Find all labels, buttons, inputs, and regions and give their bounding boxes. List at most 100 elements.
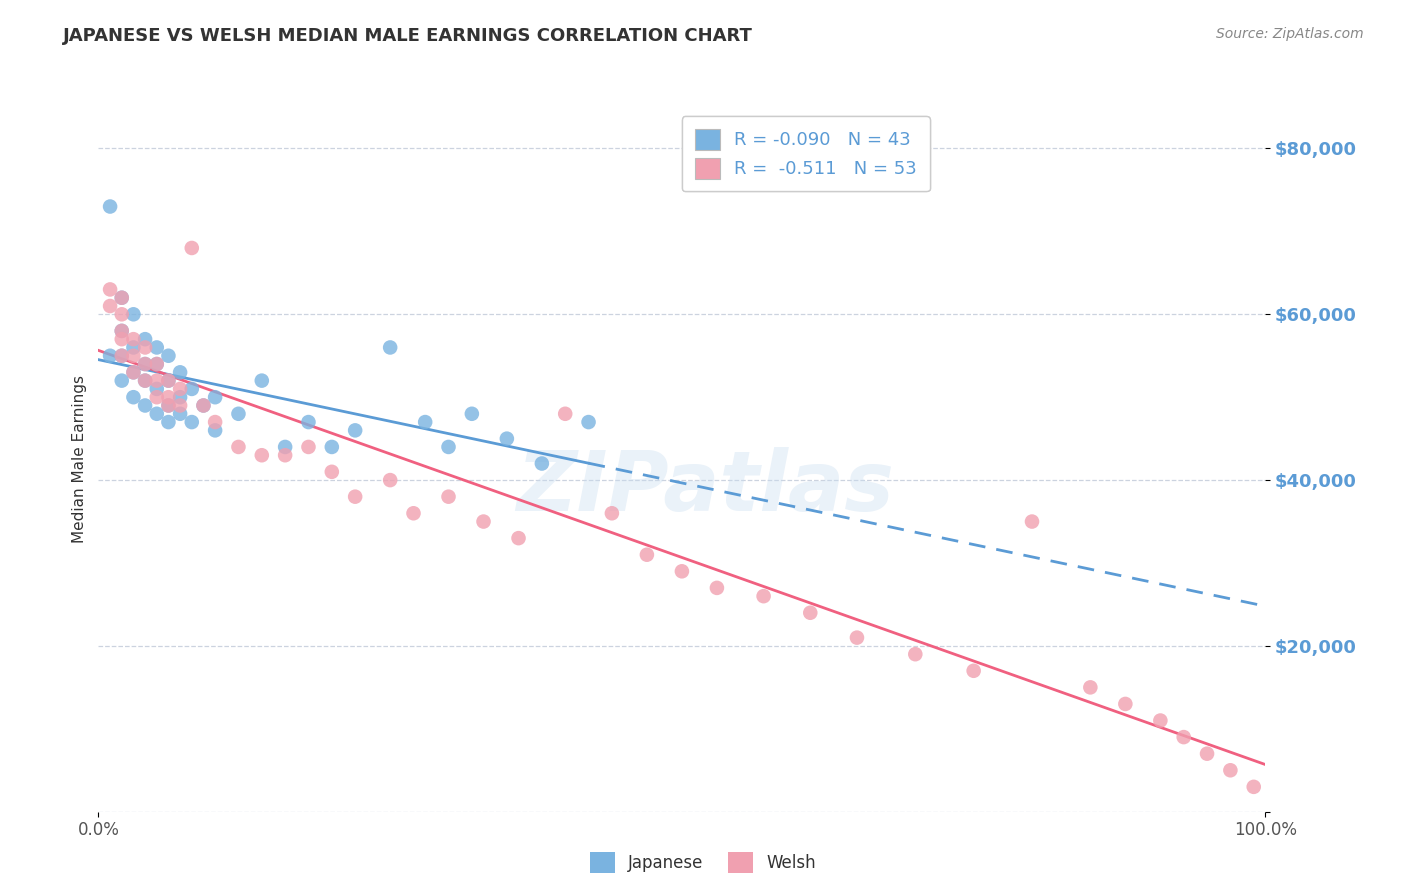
- Point: [122, 365, 145, 379]
- Point: [111, 349, 134, 363]
- Point: [169, 407, 191, 421]
- Point: [146, 357, 169, 371]
- Text: ZIPatlas: ZIPatlas: [516, 447, 894, 528]
- Point: [228, 407, 250, 421]
- Point: [321, 440, 343, 454]
- Point: [134, 357, 156, 371]
- Point: [1114, 697, 1136, 711]
- Point: [146, 341, 169, 355]
- Point: [122, 341, 145, 355]
- Point: [98, 349, 121, 363]
- Point: [344, 423, 367, 437]
- Point: [169, 390, 191, 404]
- Point: [134, 341, 156, 355]
- Point: [204, 390, 226, 404]
- Point: [1219, 764, 1241, 778]
- Point: [274, 440, 297, 454]
- Point: [122, 390, 145, 404]
- Point: [472, 515, 495, 529]
- Point: [204, 415, 226, 429]
- Point: [193, 399, 215, 413]
- Point: [169, 399, 191, 413]
- Point: [1021, 515, 1043, 529]
- Point: [600, 506, 623, 520]
- Point: [169, 382, 191, 396]
- Point: [344, 490, 367, 504]
- Point: [204, 423, 226, 437]
- Point: [321, 465, 343, 479]
- Point: [413, 415, 436, 429]
- Point: [134, 374, 156, 388]
- Point: [146, 357, 169, 371]
- Point: [706, 581, 728, 595]
- Point: [111, 349, 134, 363]
- Point: [962, 664, 984, 678]
- Point: [297, 415, 319, 429]
- Point: [134, 399, 156, 413]
- Point: [752, 589, 775, 603]
- Point: [250, 374, 273, 388]
- Point: [846, 631, 869, 645]
- Point: [157, 374, 180, 388]
- Point: [180, 415, 202, 429]
- Point: [111, 324, 134, 338]
- Text: Source: ZipAtlas.com: Source: ZipAtlas.com: [1216, 27, 1364, 41]
- Point: [98, 299, 121, 313]
- Point: [380, 341, 402, 355]
- Point: [122, 365, 145, 379]
- Point: [193, 399, 215, 413]
- Point: [134, 357, 156, 371]
- Point: [799, 606, 821, 620]
- Point: [157, 349, 180, 363]
- Legend: R = -0.090   N = 43, R =  -0.511   N = 53: R = -0.090 N = 43, R = -0.511 N = 53: [682, 116, 929, 191]
- Point: [122, 349, 145, 363]
- Point: [134, 332, 156, 346]
- Point: [228, 440, 250, 454]
- Point: [157, 390, 180, 404]
- Point: [146, 390, 169, 404]
- Point: [180, 241, 202, 255]
- Point: [111, 291, 134, 305]
- Point: [98, 282, 121, 296]
- Point: [1080, 681, 1102, 695]
- Point: [437, 440, 460, 454]
- Y-axis label: Median Male Earnings: Median Male Earnings: [72, 376, 87, 543]
- Point: [274, 448, 297, 462]
- Point: [146, 374, 169, 388]
- Point: [554, 407, 576, 421]
- Point: [111, 374, 134, 388]
- Point: [122, 307, 145, 321]
- Legend: Japanese, Welsh: Japanese, Welsh: [583, 846, 823, 880]
- Point: [157, 399, 180, 413]
- Point: [98, 200, 121, 214]
- Point: [636, 548, 658, 562]
- Point: [1195, 747, 1218, 761]
- Point: [146, 382, 169, 396]
- Point: [437, 490, 460, 504]
- Point: [180, 382, 202, 396]
- Point: [157, 399, 180, 413]
- Point: [134, 374, 156, 388]
- Point: [157, 415, 180, 429]
- Point: [461, 407, 484, 421]
- Point: [380, 473, 402, 487]
- Point: [146, 407, 169, 421]
- Point: [169, 365, 191, 379]
- Point: [111, 291, 134, 305]
- Point: [496, 432, 519, 446]
- Point: [1243, 780, 1265, 794]
- Point: [402, 506, 425, 520]
- Point: [530, 457, 553, 471]
- Point: [111, 324, 134, 338]
- Point: [1173, 730, 1195, 744]
- Point: [122, 332, 145, 346]
- Point: [904, 647, 927, 661]
- Point: [578, 415, 600, 429]
- Point: [671, 564, 693, 578]
- Point: [250, 448, 273, 462]
- Point: [1149, 714, 1171, 728]
- Point: [111, 332, 134, 346]
- Point: [508, 531, 530, 545]
- Point: [157, 374, 180, 388]
- Text: JAPANESE VS WELSH MEDIAN MALE EARNINGS CORRELATION CHART: JAPANESE VS WELSH MEDIAN MALE EARNINGS C…: [63, 27, 754, 45]
